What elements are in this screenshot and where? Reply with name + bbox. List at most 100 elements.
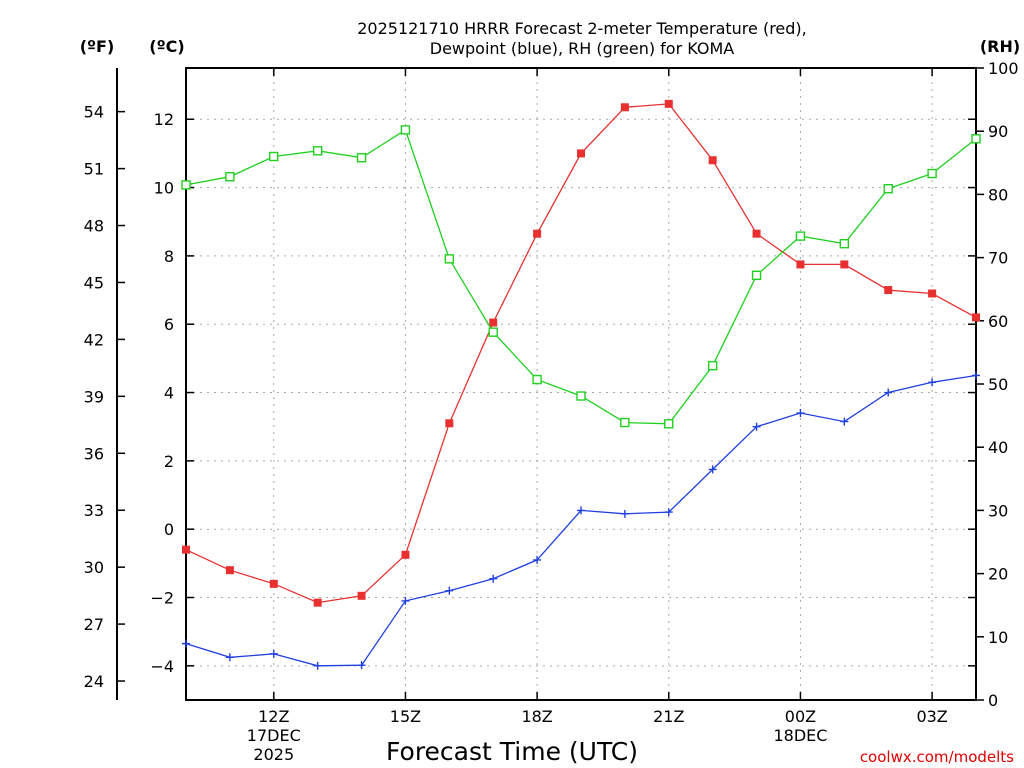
fahrenheit-tick-label: 36	[84, 444, 104, 463]
temperature-point	[313, 598, 322, 607]
x-tick-label: 21Z	[653, 707, 684, 726]
rh-point	[269, 151, 279, 162]
temperature-line	[185, 103, 977, 604]
dewpoint-point	[577, 506, 585, 515]
celsius-tick-label: −2	[150, 589, 174, 608]
rh-tick-label: 80	[988, 185, 1008, 204]
fahrenheit-tick-label: 39	[84, 387, 104, 406]
temperature-point	[884, 286, 893, 295]
fahrenheit-tick-label: 42	[84, 330, 104, 349]
rh-point	[532, 374, 542, 385]
dewpoint-point	[313, 661, 322, 670]
dewpoint-point	[752, 422, 761, 431]
grid-lines	[186, 68, 976, 700]
rh-tick-label: 90	[988, 122, 1008, 141]
fahrenheit-tick-label: 54	[84, 103, 104, 122]
dewpoint-point	[269, 649, 278, 658]
chart-title-line2: Dewpoint (blue), RH (green) for KOMA	[430, 39, 735, 58]
rh-tick-label: 40	[988, 438, 1008, 457]
rh-line	[185, 128, 977, 425]
rh-point	[488, 327, 498, 337]
celsius-tick-label: 2	[164, 452, 174, 471]
rh-point	[225, 172, 235, 182]
rh-point	[444, 254, 455, 264]
rh-point	[664, 419, 674, 429]
dewpoint-point	[884, 388, 893, 397]
dewpoint-point	[796, 409, 805, 418]
rh-point	[971, 134, 981, 144]
dewpoint-point	[972, 371, 980, 380]
temperature-point	[752, 229, 761, 238]
rh-tick-label: 50	[988, 375, 1008, 394]
fahrenheit-tick-label: 30	[84, 558, 104, 577]
dewpoint-point	[928, 378, 937, 387]
rh-point	[927, 168, 937, 179]
rh-tick-label: 20	[988, 565, 1008, 584]
plot-frame	[185, 67, 977, 701]
rh-point	[620, 417, 630, 428]
fahrenheit-tick-label: 51	[84, 160, 104, 179]
celsius-tick-label: 12	[154, 110, 174, 129]
fahrenheit-tick-label: 27	[84, 615, 104, 634]
fahrenheit-tick-label: 45	[84, 273, 104, 292]
dewpoint-point	[445, 586, 454, 595]
temperature-point	[445, 419, 454, 428]
rh-point	[576, 391, 586, 401]
celsius-tick-label: 10	[154, 179, 174, 198]
x-tick-label: 00Z	[785, 707, 816, 726]
dewpoint-point	[357, 661, 366, 670]
axes: 121086420−2−4545148454239363330272410090…	[84, 59, 1019, 764]
temperature-point	[182, 545, 190, 554]
x-tick-label: 12Z	[258, 707, 289, 726]
temperature-point	[708, 156, 717, 165]
temperature-point	[489, 318, 498, 327]
celsius-tick-label: −4	[150, 657, 174, 676]
temperature-point	[269, 579, 278, 588]
temperature-point	[357, 591, 366, 600]
credit-text: coolwx.com/modelts	[860, 748, 1014, 766]
x-year-label: 2025	[253, 745, 294, 764]
rh-point	[356, 153, 367, 163]
rh-point	[883, 184, 893, 194]
chart-title-line1: 2025121710 HRRR Forecast 2-meter Tempera…	[357, 19, 807, 38]
rh-point	[795, 231, 806, 241]
rh-point	[400, 125, 411, 135]
temperature-point	[664, 99, 673, 108]
dewpoint-point	[533, 555, 542, 564]
celsius-tick-label: 8	[164, 247, 174, 266]
fahrenheit-tick-label: 24	[84, 672, 104, 691]
dewpoint-point	[708, 465, 717, 474]
dewpoint-point	[401, 596, 410, 605]
x-date-label: 17DEC	[247, 726, 301, 745]
rh-tick-label: 60	[988, 312, 1008, 331]
x-axis-title: Forecast Time (UTC)	[386, 737, 638, 766]
dewpoint-point	[225, 653, 234, 662]
rh-tick-label: 0	[988, 691, 998, 710]
temperature-point	[928, 289, 937, 298]
celsius-unit-label: (ºC)	[149, 37, 184, 56]
temperature-point	[533, 229, 542, 238]
x-tick-label: 03Z	[916, 707, 947, 726]
x-tick-label: 18Z	[521, 707, 552, 726]
temperature-point	[796, 260, 805, 269]
rh-tick-label: 70	[988, 249, 1008, 268]
rh-point	[181, 180, 191, 190]
rh-unit-label: (RH)	[980, 37, 1020, 56]
celsius-tick-label: 0	[164, 520, 174, 539]
x-tick-label: 15Z	[390, 707, 421, 726]
fahrenheit-unit-label: (ºF)	[80, 37, 115, 56]
temperature-point	[577, 149, 585, 158]
celsius-tick-label: 4	[164, 384, 174, 403]
rh-tick-label: 30	[988, 501, 1008, 520]
rh-tick-label: 10	[988, 628, 1008, 647]
temperature-point	[972, 313, 980, 322]
dewpoint-point	[489, 574, 498, 583]
rh-point	[839, 238, 850, 249]
temperature-point	[620, 103, 629, 112]
dewpoint-point	[182, 639, 190, 648]
rh-point	[751, 270, 762, 280]
rh-point	[312, 146, 323, 156]
fahrenheit-tick-label: 48	[84, 217, 104, 236]
dewpoint-point	[840, 417, 849, 426]
